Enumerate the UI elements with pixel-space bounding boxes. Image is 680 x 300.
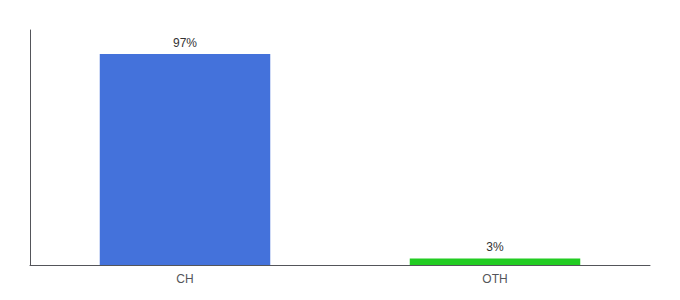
svg-text:3%: 3% bbox=[486, 240, 504, 254]
svg-text:97%: 97% bbox=[173, 36, 197, 50]
svg-text:OTH: OTH bbox=[482, 272, 507, 286]
svg-text:CH: CH bbox=[176, 272, 193, 286]
